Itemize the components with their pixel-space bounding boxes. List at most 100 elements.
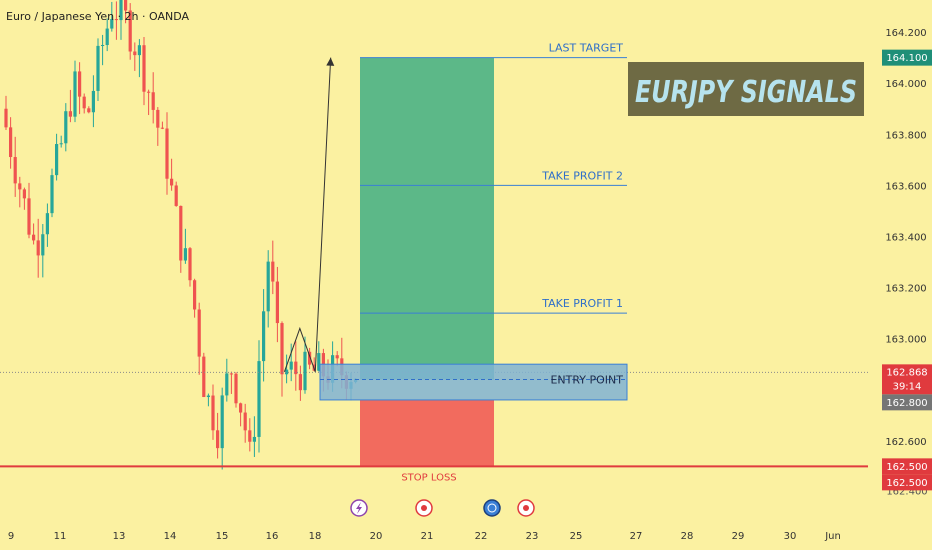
candle [206, 393, 210, 407]
candle [275, 266, 279, 343]
price-tick-label: 164.000 [885, 79, 926, 90]
candle [110, 1, 114, 32]
candle [285, 354, 289, 384]
take-profit-1-label: TAKE PROFIT 1 [541, 297, 623, 310]
current-price: 162.868 [886, 367, 927, 378]
candle [234, 372, 238, 408]
candle [55, 133, 59, 181]
candle [64, 103, 68, 152]
price-tick-label: 163.000 [885, 335, 926, 346]
candle [303, 336, 307, 394]
candle [183, 228, 187, 264]
candle [32, 223, 36, 245]
candle [82, 93, 86, 114]
time-tick-label: 25 [570, 531, 583, 542]
candle [248, 418, 252, 452]
stop-price-badges: 162.400 162.500 162.500 [882, 458, 932, 497]
entry-price: 162.800 [886, 398, 927, 409]
time-tick-label: 18 [309, 531, 322, 542]
candle [225, 358, 229, 402]
current-price-badge: 162.868 39:14 [882, 364, 932, 395]
arrowhead-icon [326, 57, 335, 66]
candle [105, 18, 109, 52]
candle [41, 224, 45, 278]
hidden-tick-label: 162.400 [886, 486, 927, 497]
candle [59, 135, 63, 148]
signals-banner-text: EURJPY SIGNALS [635, 75, 857, 110]
last-target-price-badge: 164.100 [882, 49, 932, 66]
candle [4, 95, 8, 131]
candle [18, 176, 22, 208]
candle [87, 106, 91, 114]
price-tick-label: 162.600 [885, 437, 926, 448]
projection [283, 57, 335, 373]
candle [147, 89, 151, 116]
candle [137, 39, 141, 78]
candle [27, 182, 31, 239]
candle [45, 203, 49, 247]
last-target-label: LAST TARGET [549, 42, 624, 55]
candle [289, 343, 293, 382]
stop-price-repeat: 162.500 [886, 478, 927, 489]
candle [179, 205, 183, 273]
candle [78, 62, 82, 115]
candle [124, 0, 128, 24]
candle [262, 289, 266, 382]
candle-countdown: 39:14 [893, 381, 922, 392]
candle [308, 347, 312, 370]
lightning-icon[interactable] [350, 499, 368, 517]
entry-point-label: ENTRY POINT [550, 374, 623, 387]
entry-zone [319, 363, 628, 401]
candle [165, 112, 169, 195]
time-tick-label: 20 [370, 531, 383, 542]
projection-path [283, 57, 332, 373]
candle [298, 365, 302, 401]
stop-loss-label: STOP LOSS [401, 472, 456, 483]
candle [114, 1, 118, 40]
candle [271, 240, 275, 295]
candle [13, 136, 17, 197]
symbol-title: Euro / Japanese Yen · 2h · OANDA [6, 10, 190, 23]
time-tick-label: 23 [526, 531, 539, 542]
candle [91, 75, 95, 128]
candle [211, 384, 215, 440]
economic-events [350, 499, 535, 517]
price-tick-label: 163.600 [885, 181, 926, 192]
candle [22, 187, 26, 210]
target-icon[interactable] [415, 499, 433, 517]
take-profit-2-label: TAKE PROFIT 2 [541, 169, 623, 182]
time-axis[interactable]: 9 11 13 14 15 16 18 20 21 22 23 25 27 28 29 30 Jun [8, 531, 841, 542]
time-tick-label: 14 [164, 531, 177, 542]
entry-price-badge: 162.800 [882, 394, 932, 411]
candle [96, 38, 100, 102]
time-tick-label: 29 [732, 531, 745, 542]
candle [317, 341, 321, 372]
time-tick-label: 15 [216, 531, 229, 542]
candle [174, 181, 178, 207]
candle [128, 3, 132, 60]
candle [142, 36, 146, 106]
candle [9, 117, 13, 169]
price-tick-label: 163.400 [885, 232, 926, 243]
target-icon[interactable] [517, 499, 535, 517]
trade-zones [360, 57, 494, 467]
target-levels [0, 57, 868, 468]
candle [170, 158, 174, 191]
candle [216, 412, 220, 459]
loss-zone [360, 399, 494, 467]
candle [280, 321, 284, 397]
time-tick-label: 27 [630, 531, 643, 542]
candle [193, 278, 197, 318]
price-tick-label: 163.800 [885, 130, 926, 141]
globe-icon[interactable] [483, 499, 501, 517]
candle [68, 89, 72, 123]
candle [294, 341, 298, 391]
time-tick-label: 28 [681, 531, 694, 542]
price-tick-label: 163.200 [885, 284, 926, 295]
candle [197, 302, 201, 375]
candle [220, 387, 224, 470]
candles [4, 0, 358, 470]
candle [202, 352, 206, 398]
